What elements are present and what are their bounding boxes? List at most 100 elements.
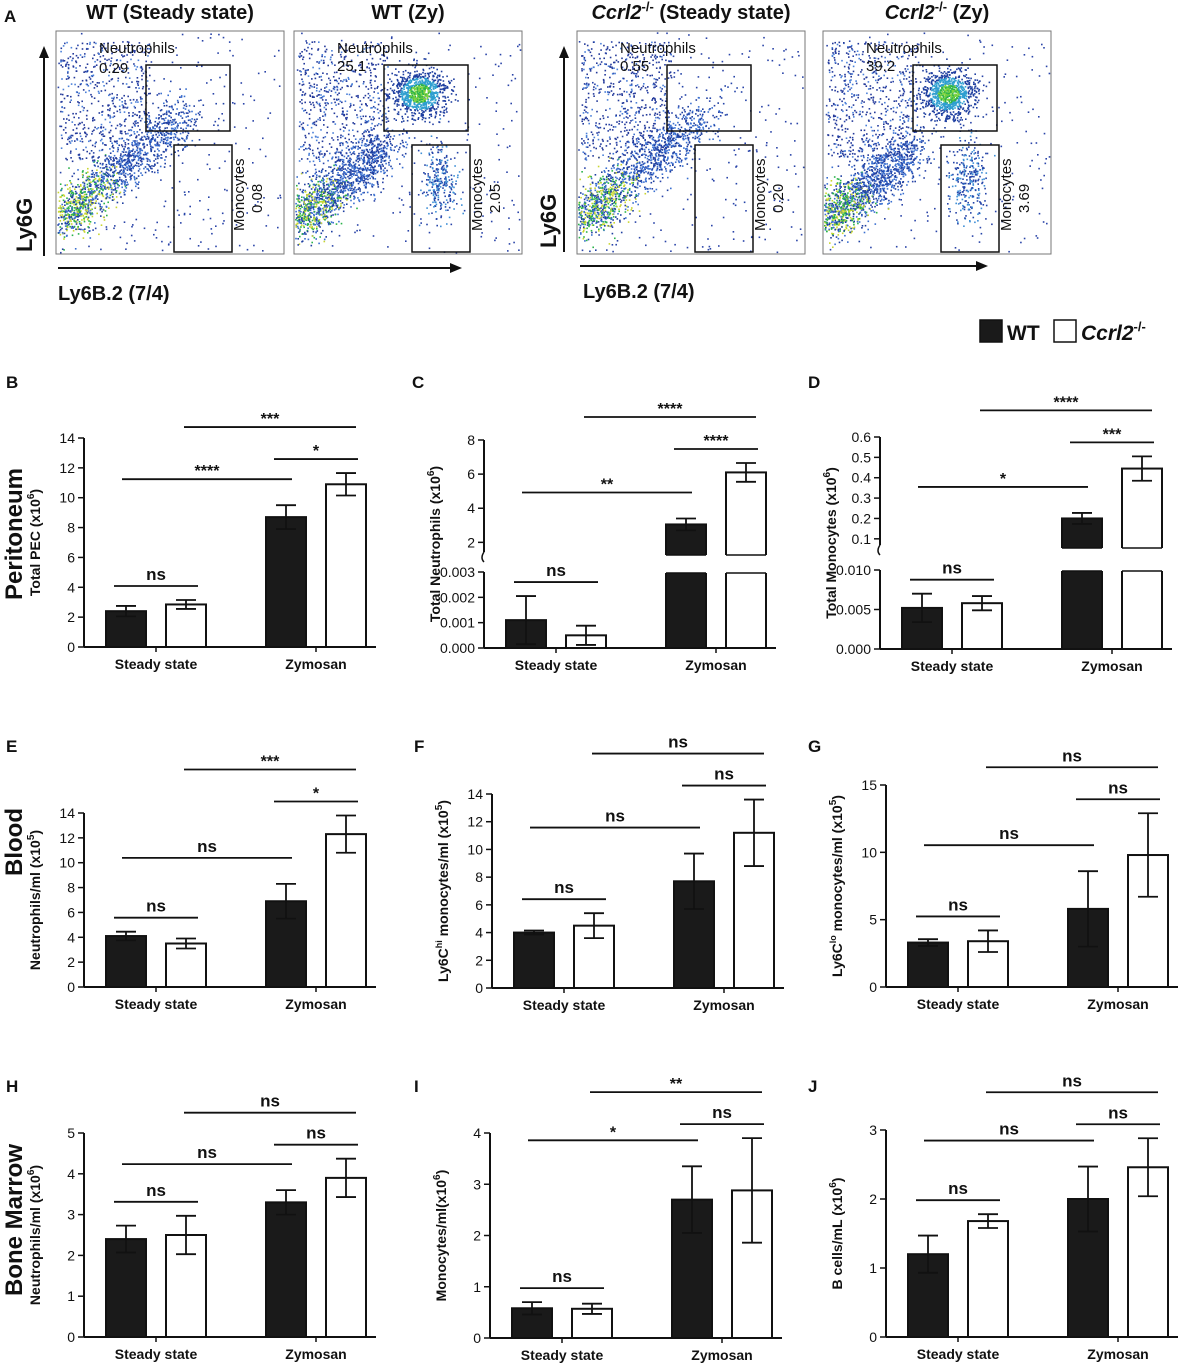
flow-dot xyxy=(151,167,153,170)
flow-dot xyxy=(183,146,186,148)
flow-dot xyxy=(134,113,136,116)
flow-dot xyxy=(301,206,303,208)
flow-plot-title: WT (Steady state) xyxy=(86,2,254,24)
flow-dot xyxy=(352,165,354,168)
flow-dot xyxy=(369,167,372,169)
flow-dot xyxy=(80,191,83,194)
flow-dot xyxy=(113,182,115,185)
flow-dot xyxy=(100,131,102,133)
flow-dot xyxy=(342,160,344,163)
flow-dot xyxy=(395,145,398,147)
flow-dot xyxy=(367,88,370,90)
flow-dot xyxy=(376,145,379,147)
flow-dot xyxy=(367,120,370,122)
flow-dot xyxy=(118,66,121,69)
flow-dot xyxy=(419,83,421,86)
flow-dot xyxy=(172,127,174,130)
flow-dot xyxy=(362,51,365,53)
flow-dot xyxy=(154,128,156,130)
flow-dot xyxy=(365,187,367,189)
flow-dot xyxy=(184,140,186,143)
flow-dot xyxy=(172,136,175,139)
flow-dot xyxy=(158,117,160,119)
flow-dot xyxy=(366,139,368,141)
flow-dot xyxy=(308,176,311,178)
flow-dot xyxy=(81,171,84,173)
flow-dot xyxy=(310,205,313,208)
flow-dot xyxy=(92,152,95,154)
flow-dot xyxy=(68,167,70,169)
flow-dot xyxy=(66,217,68,219)
flow-dot xyxy=(344,44,347,47)
flow-dot xyxy=(380,123,382,126)
flow-dot xyxy=(345,64,348,66)
flow-dot xyxy=(62,219,65,222)
flow-dot xyxy=(79,198,82,201)
flow-dot xyxy=(416,73,418,76)
flow-dot xyxy=(145,60,147,63)
flow-dot xyxy=(117,183,119,186)
flow-dot xyxy=(89,41,91,44)
flow-dot xyxy=(449,81,451,84)
flow-dot xyxy=(368,174,371,176)
flow-dot xyxy=(77,184,79,186)
flow-dot xyxy=(305,40,307,42)
flow-dot xyxy=(160,154,163,156)
flow-dot xyxy=(333,164,335,167)
flow-dot xyxy=(367,157,370,159)
flow-dot xyxy=(137,159,140,162)
flow-dot xyxy=(189,213,191,215)
flow-dot xyxy=(312,206,314,209)
flow-dot xyxy=(128,161,130,164)
flow-dot xyxy=(131,150,134,152)
flow-dot xyxy=(401,80,403,83)
flow-dot xyxy=(371,134,374,137)
flow-dot xyxy=(91,203,93,205)
flow-dot xyxy=(138,154,141,157)
flow-dot xyxy=(380,154,383,156)
flow-dot xyxy=(219,76,221,79)
flow-dot xyxy=(374,165,376,168)
flow-dot xyxy=(81,79,84,82)
flow-dot xyxy=(146,152,149,154)
flow-dot xyxy=(357,171,360,174)
flow-dot xyxy=(68,192,70,194)
flow-dot xyxy=(298,201,301,203)
flow-dot xyxy=(480,235,483,238)
flow-dot xyxy=(138,148,141,151)
flow-dot xyxy=(374,75,377,77)
flow-dot xyxy=(117,148,119,151)
flow-dot xyxy=(337,188,339,190)
flow-dot xyxy=(182,148,185,150)
flow-dot xyxy=(385,118,388,120)
flow-dot xyxy=(318,219,321,221)
flow-dot xyxy=(208,154,210,156)
flow-dot xyxy=(187,115,189,118)
flow-dot xyxy=(81,188,83,191)
flow-dot xyxy=(89,212,91,214)
flow-dot xyxy=(178,214,180,216)
flow-dot xyxy=(141,68,144,71)
flow-dot xyxy=(177,113,180,116)
flow-dot xyxy=(330,221,333,223)
flow-dot xyxy=(402,141,404,144)
flow-dot xyxy=(446,85,449,88)
flow-dot xyxy=(312,152,314,155)
flow-dot xyxy=(326,177,328,180)
flow-dot xyxy=(352,182,355,185)
flow-dot xyxy=(299,101,301,103)
flow-dot xyxy=(125,158,127,161)
flow-dot xyxy=(313,106,316,109)
flow-dot xyxy=(65,228,68,230)
flow-dot xyxy=(156,155,159,158)
flow-dot xyxy=(309,160,311,163)
flow-dot xyxy=(413,213,416,215)
flow-dot xyxy=(63,218,66,221)
flow-dot xyxy=(63,97,66,100)
flow-dot xyxy=(185,88,187,90)
flow-dot xyxy=(302,80,304,83)
flow-dot xyxy=(374,160,377,163)
flow-dot xyxy=(83,182,86,185)
flow-dot xyxy=(60,93,62,96)
flow-dot xyxy=(414,85,416,88)
